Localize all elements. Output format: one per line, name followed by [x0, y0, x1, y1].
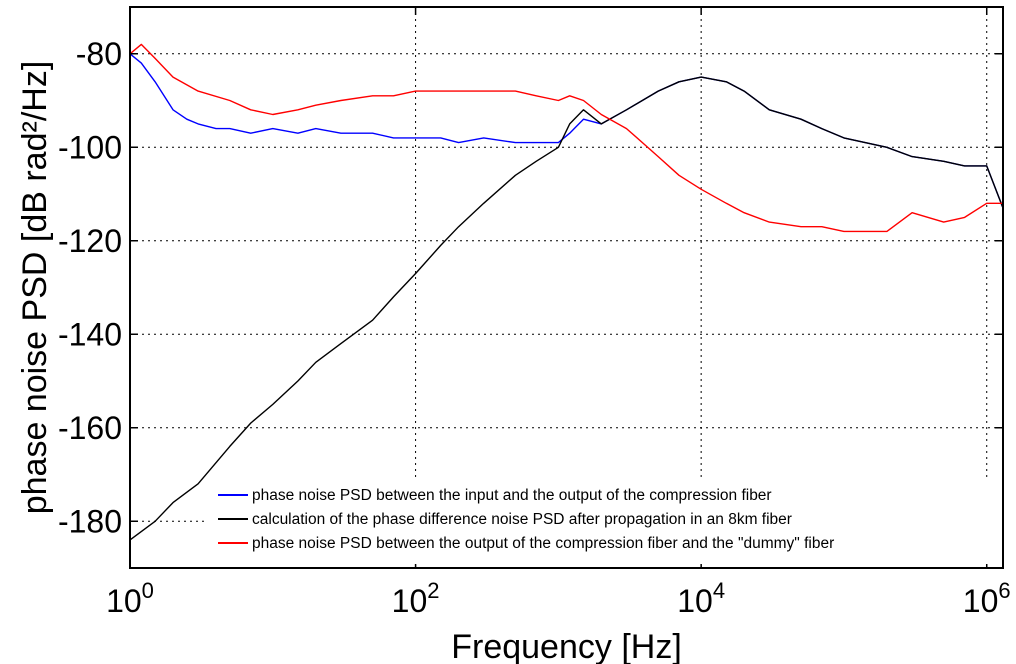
series-line-2 — [129, 76, 1004, 541]
y-tick-label: -140 — [58, 316, 122, 352]
x-axis-label: Frequency [Hz] — [451, 628, 682, 664]
x-tick-base: 10 — [106, 583, 142, 619]
tick-layer: 100 102 104 106-80-100-120-140-160-180 — [58, 7, 1011, 619]
x-tick-exponent: 0 — [142, 578, 154, 603]
series-layer — [129, 43, 1004, 541]
x-tick-exponent: 4 — [713, 578, 725, 603]
legend: phase noise PSD between the input and th… — [208, 480, 1002, 564]
y-tick-label: -120 — [58, 223, 122, 259]
x-tick-label: 104 — [677, 578, 725, 619]
x-tick-exponent: 6 — [998, 578, 1010, 603]
plot-frame — [129, 6, 1004, 569]
y-tick-label: -100 — [58, 129, 122, 165]
y-tick-label: -80 — [76, 36, 122, 72]
series-line-3 — [129, 43, 1003, 233]
legend-entry: calculation of the phase difference nois… — [252, 511, 792, 528]
x-tick-label: 100 — [106, 578, 154, 619]
legend-box — [208, 480, 1002, 564]
x-tick-base: 10 — [677, 583, 713, 619]
x-tick-base: 10 — [963, 583, 999, 619]
legend-entry: phase noise PSD between the input and th… — [252, 487, 772, 504]
x-tick-label: 102 — [392, 578, 440, 619]
y-tick-label: -160 — [58, 410, 122, 446]
x-tick-base: 10 — [392, 583, 428, 619]
x-tick-exponent: 2 — [427, 578, 439, 603]
legend-entry: phase noise PSD between the output of th… — [252, 535, 834, 552]
y-tick-label: -180 — [58, 503, 122, 539]
x-tick-label: 106 — [963, 578, 1011, 619]
y-axis-label: phase noise PSD [dB rad²/Hz] — [16, 61, 54, 515]
